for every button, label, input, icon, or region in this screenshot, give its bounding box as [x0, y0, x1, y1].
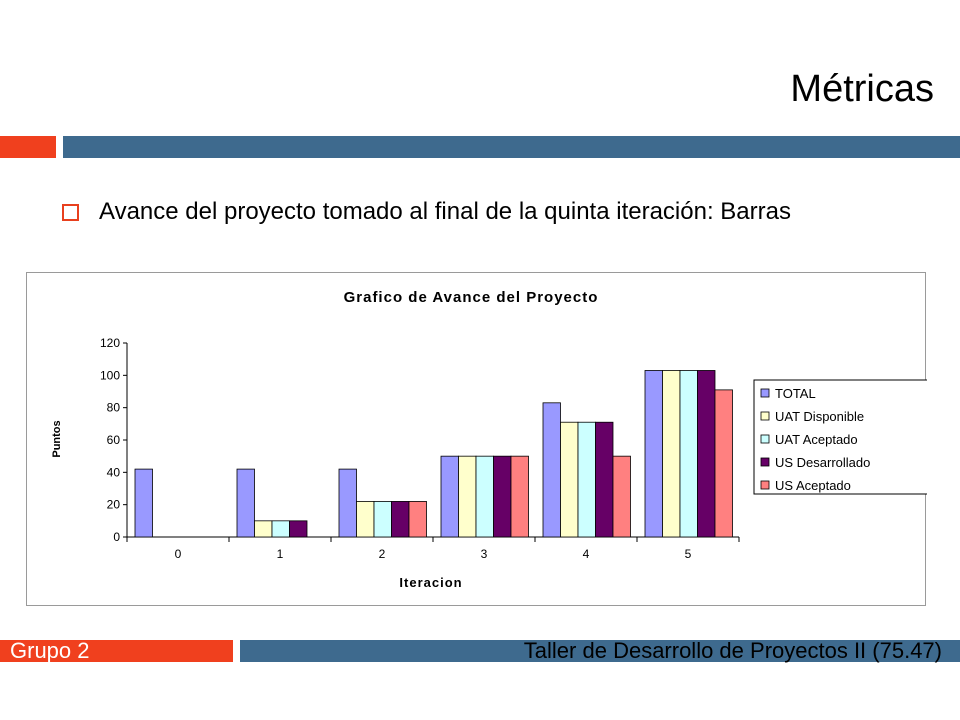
- footer-group: Grupo 2: [10, 638, 90, 663]
- bar: [493, 455, 512, 538]
- footer-accent-red: [0, 640, 233, 662]
- legend-label: UAT Aceptado: [775, 432, 858, 447]
- bar: [271, 520, 290, 538]
- bar: [458, 455, 477, 538]
- bar: [408, 501, 427, 538]
- bar: [644, 370, 663, 538]
- bar: [134, 468, 153, 538]
- slide-title: Métricas: [790, 68, 934, 110]
- y-tick-label: 40: [107, 465, 121, 479]
- bar: [697, 370, 716, 538]
- bar: [356, 501, 375, 538]
- bar: [254, 520, 273, 538]
- header-accent-blue: [63, 136, 960, 158]
- legend-swatch: [760, 411, 770, 421]
- legend-box: [753, 379, 927, 495]
- x-axis-label: Iteracion: [399, 575, 462, 590]
- bar: [236, 468, 255, 538]
- bar: [440, 455, 459, 538]
- x-tick-label: 2: [379, 547, 386, 561]
- y-tick-label: 0: [113, 530, 120, 544]
- header-accent-red: [0, 136, 56, 158]
- bar: [662, 370, 681, 538]
- bullet-item: Avance del proyecto tomado al final de l…: [62, 198, 791, 226]
- legend-label: UAT Disponible: [775, 409, 864, 424]
- bar: [560, 421, 579, 538]
- bar: [373, 501, 392, 538]
- y-axis-label: Puntos: [51, 420, 63, 457]
- chart-title: Grafico de Avance del Proyecto: [344, 289, 599, 306]
- legend-label: TOTAL: [775, 386, 816, 401]
- bar: [714, 389, 733, 538]
- chart-container: Grafico de Avance del Proyecto Iteracion…: [26, 272, 927, 606]
- y-tick-label: 80: [107, 401, 121, 415]
- bar: [289, 520, 308, 538]
- x-tick-label: 0: [175, 547, 182, 561]
- footer-course: Taller de Desarrollo de Proyectos II (75…: [523, 638, 942, 663]
- bar-chart: Grafico de Avance del Proyecto Iteracion…: [51, 289, 927, 590]
- legend-label: US Aceptado: [775, 478, 851, 493]
- x-tick-label: 1: [277, 547, 284, 561]
- y-tick-label: 20: [107, 498, 121, 512]
- bullet-text: Avance del proyecto tomado al final de l…: [99, 198, 791, 225]
- bar: [510, 455, 529, 538]
- bar: [391, 501, 410, 538]
- legend-label: US Desarrollado: [775, 455, 870, 470]
- square-bullet-icon: [62, 203, 79, 221]
- legend-swatch: [760, 388, 770, 398]
- y-tick-label: 60: [107, 433, 121, 447]
- x-tick-label: 4: [583, 547, 590, 561]
- legend-swatch: [760, 480, 770, 490]
- bar: [612, 455, 631, 538]
- bar: [577, 421, 596, 538]
- legend-swatch: [760, 434, 770, 444]
- bar: [595, 421, 614, 538]
- bar: [338, 468, 357, 538]
- x-tick-label: 5: [685, 547, 692, 561]
- footer-accent-blue: [240, 640, 960, 662]
- bar: [679, 370, 698, 538]
- bar: [542, 402, 561, 538]
- legend-swatch: [760, 457, 770, 467]
- y-tick-label: 120: [100, 336, 120, 350]
- bar: [475, 455, 494, 538]
- x-tick-label: 3: [481, 547, 488, 561]
- y-tick-label: 100: [100, 368, 120, 382]
